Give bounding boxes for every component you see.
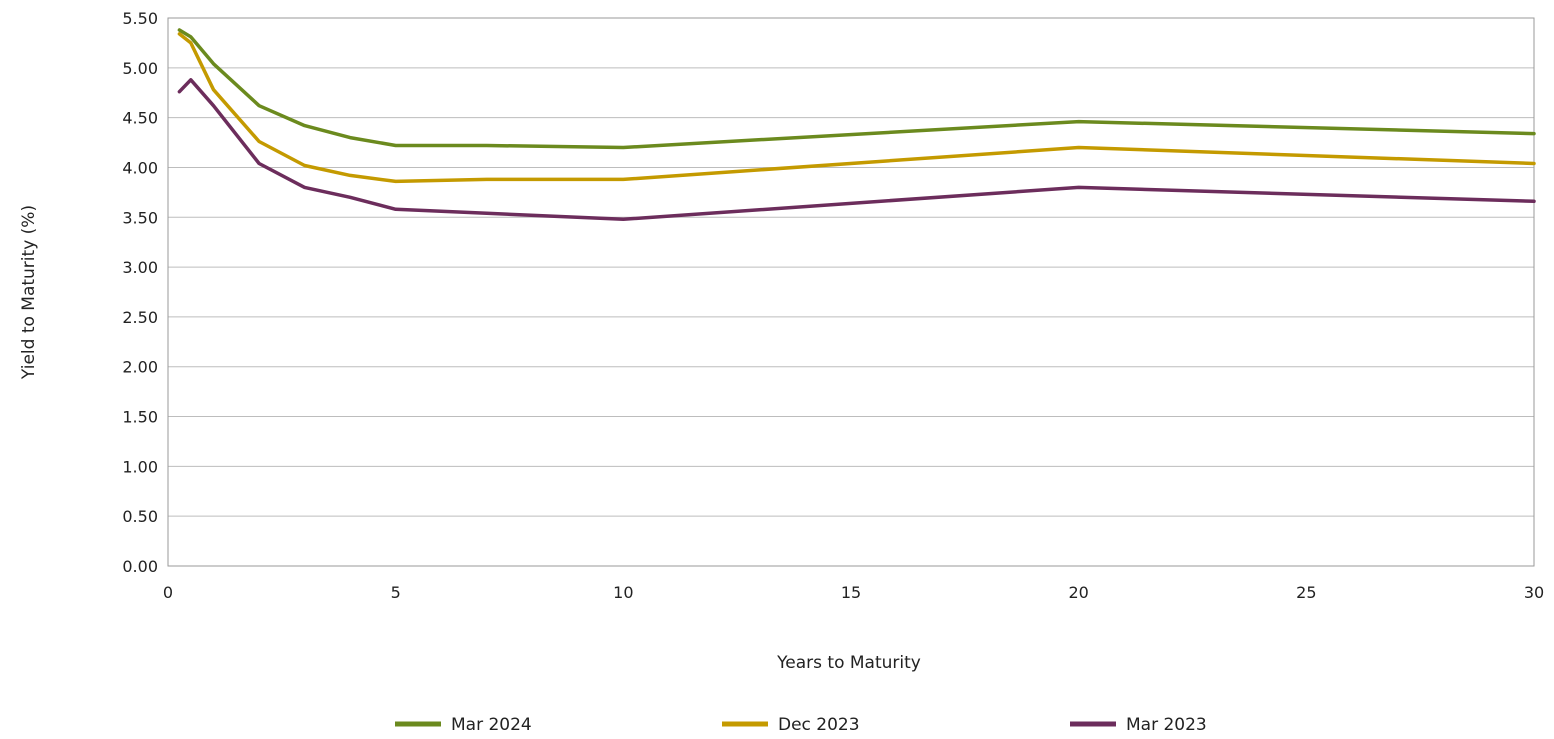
legend-label-1: Dec 2023 bbox=[778, 715, 860, 735]
x-axis-title: Years to Maturity bbox=[776, 653, 921, 673]
x-tick-label: 20 bbox=[1068, 583, 1088, 602]
legend-label-0: Mar 2024 bbox=[451, 715, 532, 735]
x-tick-label: 25 bbox=[1296, 583, 1316, 602]
y-tick-label: 3.00 bbox=[122, 258, 158, 277]
gridlines bbox=[168, 17, 1534, 567]
x-tick-label: 30 bbox=[1524, 583, 1544, 602]
legend: Mar 2024 Dec 2023 Mar 2023 bbox=[395, 715, 1207, 735]
y-tick-label: 1.00 bbox=[122, 457, 158, 476]
y-tick-label: 3.50 bbox=[122, 208, 158, 227]
x-tick-label: 10 bbox=[613, 583, 633, 602]
y-axis-title: Yield to Maturity (%) bbox=[19, 205, 39, 380]
y-tick-label: 5.00 bbox=[122, 59, 158, 78]
y-tick-label: 0.00 bbox=[122, 557, 158, 576]
x-tick-label: 5 bbox=[391, 583, 401, 602]
y-tick-label: 2.50 bbox=[122, 308, 158, 327]
x-tick-label: 0 bbox=[163, 583, 173, 602]
y-tick-label: 1.50 bbox=[122, 408, 158, 427]
x-axis-ticks: 0 5 10 15 20 25 30 bbox=[163, 583, 1544, 602]
plot-area-border bbox=[167, 17, 1535, 567]
series-line-1 bbox=[177, 32, 1536, 184]
y-tick-label: 4.50 bbox=[122, 109, 158, 128]
y-axis-ticks: 0.00 0.50 1.00 1.50 2.00 2.50 3.00 3.50 4.00 4.50… bbox=[122, 9, 158, 576]
x-tick-label: 15 bbox=[841, 583, 861, 602]
y-tick-label: 2.00 bbox=[122, 358, 158, 377]
series-line-0 bbox=[177, 28, 1536, 150]
y-tick-label: 5.50 bbox=[122, 9, 158, 28]
legend-label-2: Mar 2023 bbox=[1126, 715, 1207, 735]
series-line-2 bbox=[177, 78, 1536, 222]
y-tick-label: 4.00 bbox=[122, 158, 158, 177]
y-tick-label: 0.50 bbox=[122, 507, 158, 526]
series-lines bbox=[177, 28, 1536, 222]
